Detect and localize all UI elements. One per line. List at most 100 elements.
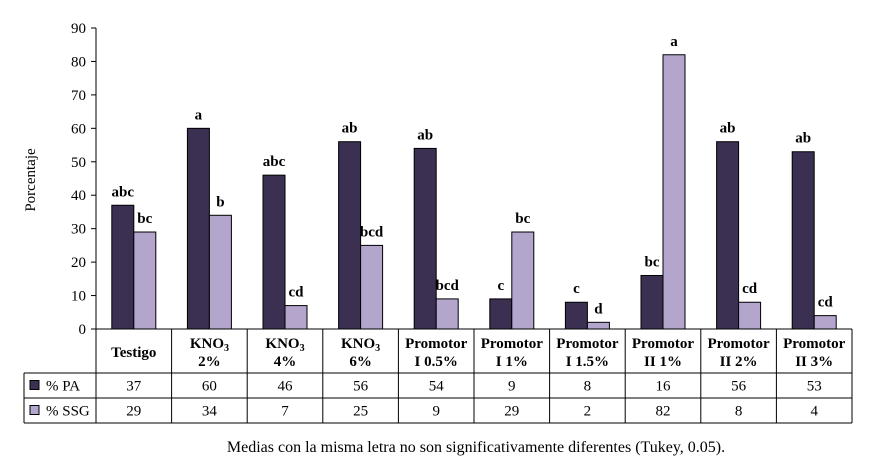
bar-ssg: [284, 305, 308, 330]
significance-letter: b: [216, 194, 224, 210]
bar-ssg: [435, 298, 459, 330]
bar-ssg: [360, 244, 384, 330]
y-tick-label: 0: [79, 322, 87, 338]
category-label: 6%: [349, 354, 372, 370]
y-tick-label: 20: [71, 255, 86, 271]
category-label: I 1.5%: [566, 354, 609, 370]
category-label: KNO3: [190, 336, 229, 354]
table-cell-value: 29: [504, 404, 519, 420]
category-label: 2%: [198, 354, 221, 370]
legend-swatch: [29, 405, 40, 415]
significance-letter: bcd: [436, 278, 460, 294]
significance-letter: ab: [417, 127, 433, 143]
significance-letter: a: [195, 107, 203, 123]
y-tick-label: 30: [71, 222, 86, 238]
category-label: Promotor: [481, 336, 544, 352]
table-cell-value: 9: [508, 379, 516, 395]
legend-swatch: [29, 380, 40, 390]
bars: [111, 54, 837, 330]
category-label: Promotor: [556, 336, 619, 352]
bar-ssg: [813, 315, 837, 330]
table-cell-value: 8: [735, 404, 743, 420]
significance-letter: c: [573, 281, 580, 297]
legend-label: % SSG: [46, 404, 90, 420]
category-label: 4%: [274, 354, 297, 370]
category-label: Testigo: [111, 345, 156, 361]
significance-letter: abc: [112, 184, 135, 200]
significance-letter: d: [594, 301, 603, 317]
bar-pa: [791, 151, 815, 330]
table-cell-value: 9: [432, 404, 440, 420]
y-tick-label: 70: [71, 88, 86, 104]
table-cell-value: 4: [810, 404, 818, 420]
y-axis: 0 10 20 30 40 50 60 70 80 90: [71, 21, 97, 338]
category-label: Promotor: [783, 336, 846, 352]
bar-ssg: [511, 231, 535, 330]
category-label: II 2%: [720, 354, 758, 370]
y-tick-label: 40: [71, 188, 86, 204]
table-cell-value: 56: [731, 379, 747, 395]
significance-letter: ab: [342, 121, 358, 137]
table-cell-value: 7: [281, 404, 289, 420]
bar-ssg: [738, 301, 762, 330]
legend-label: % PA: [46, 379, 80, 395]
significance-letter: bcd: [360, 224, 384, 240]
bar-pa: [262, 174, 286, 330]
bar-pa: [111, 204, 135, 330]
bar-pa: [186, 127, 210, 330]
bar-pa: [564, 301, 588, 330]
table-cell-value: 2: [584, 404, 592, 420]
significance-letter: bc: [515, 211, 530, 227]
table-cell-value: 34: [202, 404, 218, 420]
category-label: Promotor: [707, 336, 770, 352]
bar-pa: [338, 141, 362, 330]
table-cell-value: 60: [202, 379, 217, 395]
category-label: I 0.5%: [415, 354, 458, 370]
bar-ssg: [133, 231, 157, 330]
bar-pa: [640, 274, 664, 330]
y-axis-title: Porcentaje: [23, 148, 39, 212]
bar-ssg: [662, 54, 686, 330]
table-cell-value: 53: [807, 379, 822, 395]
category-label: I 1%: [496, 354, 528, 370]
category-label: Promotor: [405, 336, 468, 352]
table-cell-value: 37: [126, 379, 142, 395]
y-tick-label: 10: [71, 289, 86, 305]
y-tick-label: 50: [71, 155, 86, 171]
footnote: Medias con la misma letra no son signifi…: [227, 439, 725, 456]
table-cell-value: 46: [278, 379, 294, 395]
significance-letter: abc: [263, 154, 286, 170]
significance-letter: ab: [795, 131, 811, 147]
table-cell-value: 29: [126, 404, 141, 420]
significance-letter: bc: [137, 211, 152, 227]
significance-letter: bc: [645, 254, 660, 270]
table-cell-value: 16: [656, 379, 672, 395]
significance-letter: cd: [818, 295, 834, 311]
category-label: II 1%: [644, 354, 682, 370]
table-cell-value: 82: [656, 404, 671, 420]
table-cell-value: 8: [584, 379, 592, 395]
category-label: KNO3: [265, 336, 304, 354]
significance-letter: cd: [289, 285, 305, 301]
significance-letter: a: [670, 34, 678, 50]
category-label: Promotor: [632, 336, 695, 352]
table-cell-value: 56: [353, 379, 369, 395]
table-cell-value: 54: [429, 379, 445, 395]
bar-pa: [716, 141, 740, 330]
bar-ssg: [208, 214, 232, 330]
significance-letter: c: [497, 278, 504, 294]
significance-letter: ab: [720, 121, 736, 137]
category-label: II 3%: [795, 354, 833, 370]
bar-pa: [413, 147, 437, 330]
category-label: KNO3: [341, 336, 380, 354]
table-cell-value: 25: [353, 404, 368, 420]
bar-pa: [489, 298, 513, 330]
significance-letter: cd: [742, 281, 758, 297]
bar-ssg: [586, 321, 610, 330]
y-tick-label: 80: [71, 54, 86, 70]
y-tick-label: 60: [71, 121, 86, 137]
y-tick-label: 90: [71, 21, 86, 37]
